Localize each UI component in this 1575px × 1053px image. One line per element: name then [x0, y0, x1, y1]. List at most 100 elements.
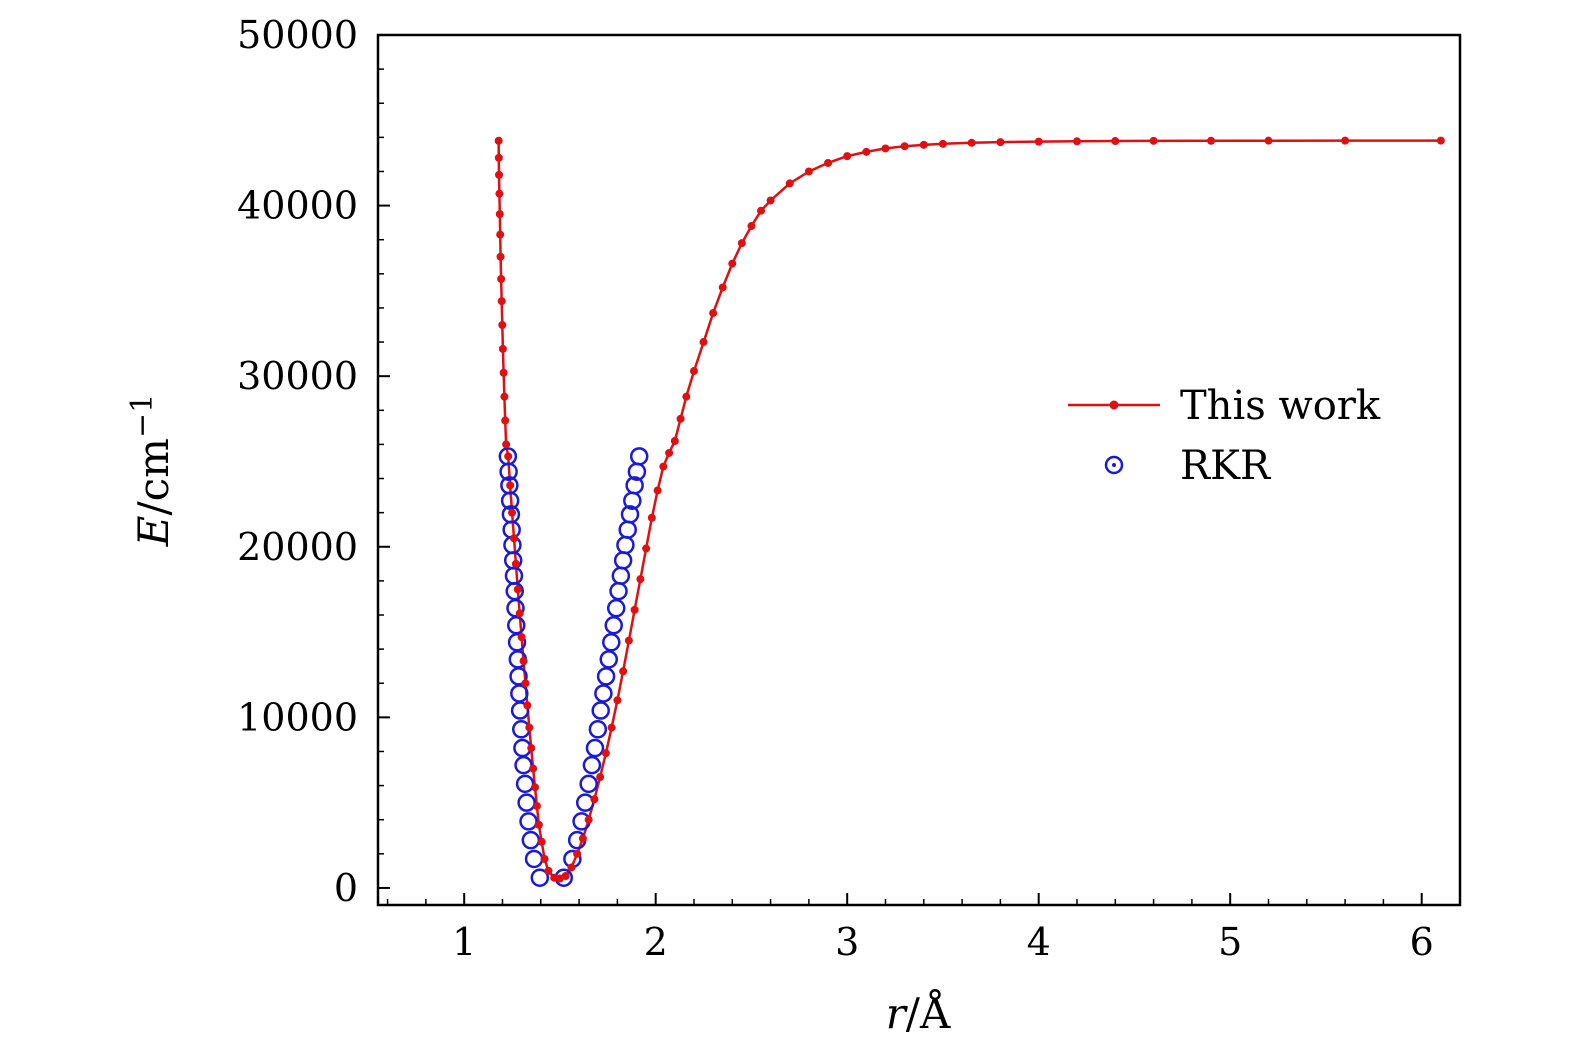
rkr-point: [611, 566, 631, 586]
x-axis-unit: /Å: [906, 988, 951, 1038]
this-work-point: [590, 795, 599, 804]
this-work-point: [1034, 137, 1043, 146]
y-tick-label: 10000: [237, 695, 358, 739]
this-work-point: [824, 158, 833, 167]
rkr-point: [499, 462, 518, 481]
rkr-point: [530, 868, 550, 887]
this-work-point: [498, 321, 507, 329]
this-work-point: [529, 764, 538, 773]
this-work-point: [689, 367, 698, 376]
this-work-point: [900, 142, 909, 151]
legend-rkr-label: RKR: [1180, 443, 1272, 489]
this-work-point: [567, 863, 576, 872]
x-tick-label: 5: [1218, 920, 1242, 964]
this-work-point: [497, 274, 506, 283]
y-axis-var: E: [129, 516, 178, 548]
rkr-point: [500, 491, 520, 510]
this-work-point: [498, 344, 507, 353]
this-work-point: [531, 783, 540, 792]
this-work-point: [500, 392, 509, 401]
this-work-point: [636, 575, 645, 584]
rkr-point: [514, 755, 533, 775]
y-axis-ticks: 0 10000 20000 30000 40000 50000: [237, 13, 390, 910]
y-tick-label: 0: [334, 866, 358, 910]
legend-this-work-marker: [1109, 400, 1119, 410]
x-axis-var: r: [886, 989, 909, 1038]
this-work-point: [747, 222, 756, 231]
rkr-point: [591, 701, 610, 720]
this-work-point: [494, 153, 503, 162]
this-work-point: [506, 481, 515, 490]
this-work-point: [728, 259, 737, 268]
rkr-point: [510, 684, 529, 703]
x-tick-label: 4: [1027, 920, 1051, 964]
rkr-point: [579, 774, 598, 794]
rkr-point: [625, 476, 644, 495]
this-work-point: [766, 196, 775, 205]
this-work-point: [537, 837, 546, 846]
this-work-point: [596, 773, 605, 782]
legend-this-work-label: This work: [1180, 383, 1381, 429]
this-work-point: [709, 309, 718, 318]
rkr-point: [599, 650, 619, 669]
this-work-point: [521, 679, 530, 688]
this-work-point: [534, 820, 543, 829]
this-work-point: [996, 138, 1005, 147]
this-work-point: [613, 696, 622, 705]
rkr-point: [515, 774, 535, 794]
this-work-point: [919, 140, 928, 149]
this-work-point: [494, 136, 503, 145]
this-work-point: [1264, 136, 1273, 145]
rkr-point: [616, 535, 635, 555]
this-work-point: [843, 152, 852, 161]
this-work-point: [624, 636, 633, 645]
this-work-point: [525, 723, 534, 732]
legend-rkr-marker-center: [1112, 463, 1116, 467]
this-work-point: [1207, 136, 1216, 145]
rkr-point: [594, 684, 613, 703]
this-work-point: [495, 189, 504, 198]
rkr-point: [618, 520, 637, 539]
legend: This work RKR: [1068, 383, 1381, 489]
this-work-point: [659, 462, 668, 471]
this-work-point: [757, 206, 766, 215]
this-work-point: [509, 534, 518, 543]
this-work-point: [699, 338, 708, 347]
this-work-point: [540, 854, 549, 863]
this-work-point: [1149, 136, 1158, 145]
this-work-point: [1436, 136, 1445, 145]
this-work-point: [642, 544, 651, 553]
this-work-point: [511, 559, 520, 568]
this-work-point: [573, 849, 582, 858]
rkr-point: [588, 720, 608, 739]
y-axis-unit-sup: −1: [125, 394, 160, 438]
x-axis-ticks: 1 2 3 4 5 6: [386, 893, 1434, 964]
this-work-point: [718, 283, 727, 292]
rkr-point: [524, 849, 544, 869]
this-work-point: [938, 139, 947, 148]
this-work-point: [737, 239, 746, 248]
y-tick-label: 50000: [237, 13, 358, 57]
this-work-point: [561, 872, 570, 880]
this-work-point: [653, 486, 662, 495]
rkr-point: [604, 615, 623, 635]
this-work-point: [495, 210, 504, 219]
rkr-point: [582, 755, 602, 775]
this-work-point: [881, 144, 890, 153]
x-tick-label: 2: [644, 920, 668, 964]
series-this-work-markers: [494, 136, 1445, 883]
this-work-point: [1341, 136, 1350, 145]
this-work-point: [544, 866, 553, 875]
y-tick-label: 40000: [237, 184, 358, 228]
this-work-point: [496, 230, 505, 239]
x-tick-label: 6: [1410, 920, 1434, 964]
this-work-point: [523, 701, 532, 710]
rkr-point: [606, 598, 626, 618]
this-work-point: [495, 170, 504, 179]
this-work-point: [519, 657, 528, 666]
this-work-point: [682, 392, 691, 401]
series-this-work-line: [497, 139, 1441, 880]
this-work-point: [501, 416, 510, 425]
y-axis-title: E/cm−1: [125, 394, 178, 547]
